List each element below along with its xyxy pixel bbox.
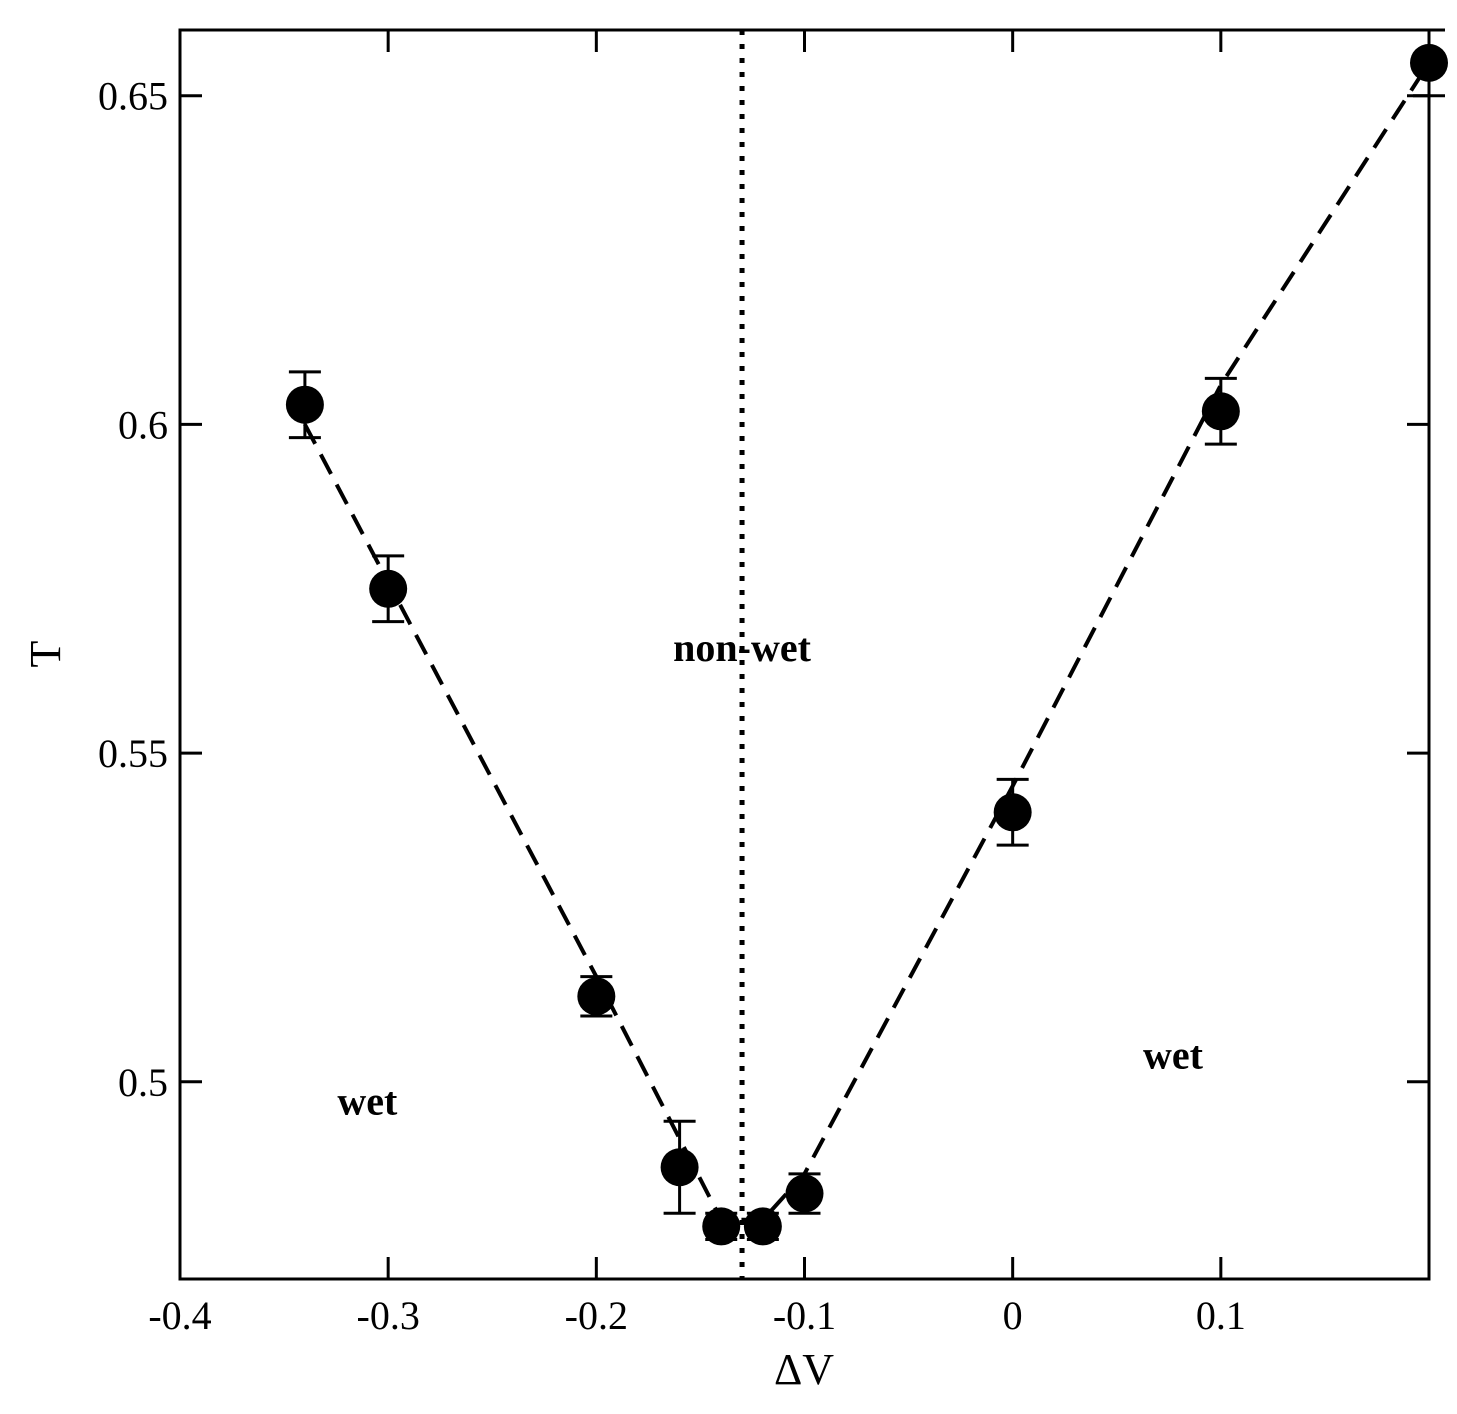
- data-points: [285, 43, 1448, 1246]
- x-tick-label: 0.1: [1196, 1293, 1246, 1338]
- axis-ticks: [178, 30, 1429, 1279]
- y-tick-label: 0.55: [98, 731, 168, 776]
- y-tick-label: 0.65: [98, 74, 168, 119]
- x-tick-label: -0.4: [148, 1293, 211, 1338]
- data-point: [285, 385, 324, 424]
- fit-lines: [303, 61, 1431, 1222]
- region-label: non-wet: [673, 625, 811, 670]
- x-tick-label: 0: [1003, 1293, 1023, 1338]
- data-point: [660, 1148, 699, 1187]
- plot-frame: [178, 28, 1431, 1281]
- y-axis-title: T: [21, 640, 70, 667]
- data-point: [702, 1207, 741, 1246]
- y-tick-label: 0.6: [118, 402, 168, 447]
- tick-labels: -0.4 -0.3 -0.2 -0.1 0 0.1 0.5 0.55 0.6 0.65: [98, 74, 1246, 1338]
- x-tick-label: -0.3: [357, 1293, 420, 1338]
- y-tick-label: 0.5: [118, 1060, 168, 1105]
- x-tick-label: -0.2: [565, 1293, 628, 1338]
- region-label: wet: [1143, 1033, 1204, 1078]
- data-point: [577, 977, 616, 1016]
- region-label: wet: [337, 1079, 398, 1124]
- data-point: [785, 1174, 824, 1213]
- dashed-fit-line: [303, 61, 1431, 1222]
- region-annotations: non-wet wet wet: [337, 625, 1203, 1124]
- data-point: [993, 793, 1032, 832]
- data-point: [369, 569, 408, 608]
- x-axis-title: ΔV: [774, 1345, 834, 1394]
- data-point: [743, 1207, 782, 1246]
- data-point: [1201, 392, 1240, 431]
- x-tick-label: -0.1: [773, 1293, 836, 1338]
